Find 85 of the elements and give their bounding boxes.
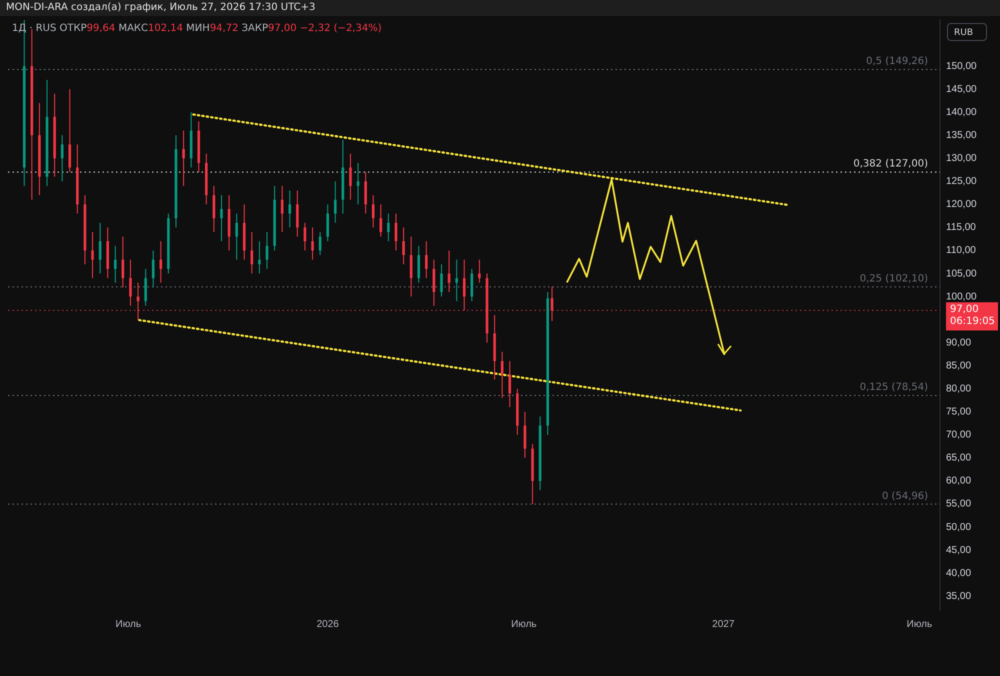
y-tick-label: 80,00 — [946, 384, 972, 394]
candlestick — [60, 134, 64, 182]
candlestick — [296, 190, 299, 238]
candlestick — [114, 245, 117, 284]
candlestick — [98, 222, 102, 274]
candlestick — [372, 194, 375, 228]
text: MON-DI-ARA создал(а) график, Июль 27, 2026 17:30 UTC+3 — [0, 0, 1000, 16]
x-tick-label: 2026 — [316, 618, 340, 630]
y-tick-label: 120,00 — [946, 199, 978, 210]
y-tick-label: 60,00 — [946, 476, 972, 487]
candlestick — [417, 245, 420, 284]
candlestick — [318, 232, 322, 256]
candlestick — [280, 185, 284, 233]
ref-line-label: 0 (54,96) — [882, 490, 928, 502]
candlestick — [524, 411, 526, 458]
x-tick-label: 2027 — [712, 618, 735, 630]
y-tick-label: 50,00 — [946, 522, 972, 533]
candlestick — [356, 162, 360, 205]
x-tick-label: Июль — [906, 618, 932, 630]
candlestick — [334, 180, 337, 224]
candlestick — [304, 222, 306, 251]
candlestick — [500, 351, 504, 398]
y-tick-label: 140,00 — [946, 106, 978, 118]
y-tick-label: 150,00 — [946, 60, 978, 72]
candlestick — [182, 130, 185, 186]
candlestick — [220, 194, 223, 242]
candlestick — [152, 250, 155, 288]
y-tick-label: 40,00 — [946, 568, 972, 579]
candlestick — [91, 232, 94, 279]
ref-line-label: 0,5 (149,26) — [866, 56, 928, 68]
y-tick-label: 125,00 — [946, 176, 978, 188]
y-tick-label: 145,00 — [946, 84, 978, 95]
y-tick-label: 130,00 — [946, 153, 978, 164]
ref-line-label: 97,00 06:19:05 — [950, 304, 995, 327]
y-tick-label: 55,00 — [946, 498, 972, 510]
text: ОТКР99,64 МАКС102,14 МИН94,72 ЗАКР97,00 −2,32 (−2,34%) — [60, 23, 382, 34]
y-tick-label: 100,00 — [946, 291, 978, 302]
candlestick — [550, 286, 554, 322]
candlestick — [326, 204, 329, 242]
candlestick — [288, 190, 292, 228]
candlestick — [508, 360, 512, 408]
y-tick-label: 115,00 — [946, 222, 976, 234]
candlestick — [266, 232, 268, 270]
candlestick — [410, 236, 412, 298]
y-tick-label: 110,00 — [946, 245, 976, 256]
candlestick — [380, 204, 382, 238]
candlestick — [212, 185, 216, 233]
y-tick-label: 85,00 — [946, 360, 972, 372]
candlestick — [448, 250, 450, 292]
y-tick-label: 90,00 — [946, 337, 972, 348]
x-tick-label: Июль — [116, 618, 142, 630]
candlestick — [122, 236, 124, 288]
candlestick — [129, 259, 132, 306]
candlestick — [235, 213, 238, 260]
candlestick — [440, 264, 443, 298]
candlestick — [402, 226, 405, 265]
y-tick-label: 45,00 — [946, 544, 972, 556]
candlestick — [258, 240, 261, 274]
y-tick-label: 75,00 — [946, 406, 972, 418]
candlestick — [387, 213, 390, 242]
candlestick — [470, 268, 474, 302]
candlestick — [455, 259, 458, 302]
y-tick-label: 65,00 — [946, 452, 972, 464]
y-tick-label: 135,00 — [946, 130, 978, 141]
ref-line-label: 0,125 (78,54) — [860, 382, 928, 394]
ref-line-label: 0,25 (102,10) — [860, 273, 928, 284]
candlestick — [311, 226, 314, 260]
candlestick — [462, 259, 466, 311]
candlestick — [432, 259, 436, 306]
candlestick — [364, 172, 367, 214]
candlestick — [136, 282, 140, 320]
candlestick — [478, 259, 481, 284]
candlestick — [394, 213, 398, 251]
candlestick — [425, 240, 428, 279]
x-tick-label: Июль — [511, 618, 537, 630]
candlestick — [160, 240, 162, 284]
candlestick — [250, 232, 254, 274]
y-tick-label: 35,00 — [946, 590, 972, 602]
candlestick — [144, 268, 147, 306]
text: RUB — [947, 23, 987, 41]
candlestick — [68, 88, 72, 173]
ref-line-label: 0,382 (127,00) — [853, 158, 928, 170]
y-tick-label: 70,00 — [946, 430, 972, 441]
y-tick-label: 105,00 — [946, 268, 978, 280]
candlestick — [349, 153, 352, 200]
